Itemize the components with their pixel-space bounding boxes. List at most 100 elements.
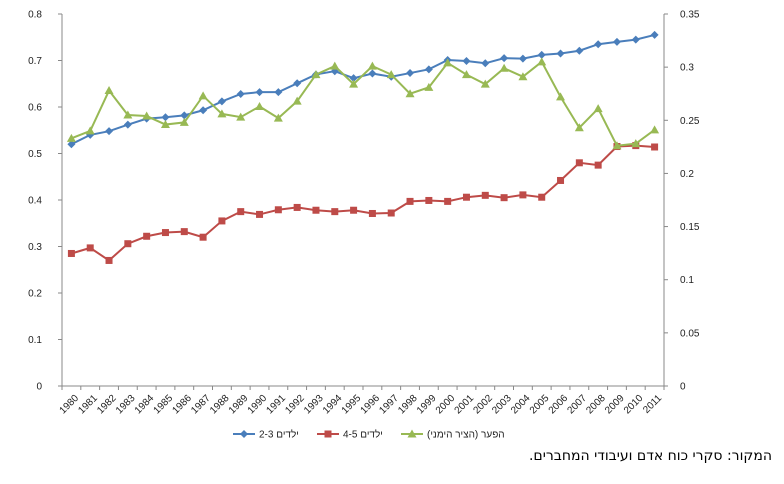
data-point [367, 61, 377, 70]
x-tick-label: 2008 [584, 393, 608, 417]
data-point [500, 54, 509, 63]
data-point [575, 46, 584, 55]
right-tick-label: 0.35 [680, 10, 700, 21]
x-tick-label: 1991 [264, 393, 288, 417]
data-point [161, 229, 169, 237]
left-tick-label: 0.5 [28, 149, 42, 160]
data-point [143, 232, 151, 240]
data-point [518, 72, 528, 81]
data-point [255, 88, 264, 97]
data-point [104, 86, 114, 95]
x-tick-label: 1997 [377, 393, 401, 417]
x-tick-label: 1981 [76, 393, 100, 417]
data-point [537, 50, 546, 59]
data-point [142, 111, 152, 120]
data-point [443, 58, 453, 67]
data-point [179, 117, 189, 126]
data-point [331, 208, 339, 216]
data-point [236, 112, 246, 121]
data-point [349, 79, 359, 88]
series-line [71, 144, 655, 262]
data-point [499, 63, 509, 72]
data-point [538, 193, 546, 201]
series-1 [67, 30, 659, 149]
data-point [124, 240, 132, 248]
x-tick-label: 2005 [528, 393, 552, 417]
data-point [407, 429, 417, 438]
data-point [500, 194, 508, 202]
x-tick-label: 2003 [490, 393, 514, 417]
data-point [160, 120, 170, 129]
data-point [67, 140, 76, 149]
data-point [218, 217, 226, 225]
data-point [274, 88, 283, 97]
data-point [311, 70, 321, 79]
data-point [406, 69, 415, 78]
data-point [324, 430, 332, 438]
data-point [612, 141, 622, 150]
data-point [481, 191, 489, 199]
data-point [612, 37, 621, 46]
data-point [650, 125, 660, 134]
data-point [387, 209, 395, 217]
x-tick-label: 1996 [359, 393, 383, 417]
legend-item: 2-3 ילדים [233, 429, 299, 440]
legend-item: 4-5 ילדים [317, 429, 383, 441]
right-tick-label: 0.15 [680, 222, 700, 233]
data-point [180, 111, 189, 120]
x-tick-label: 2007 [565, 393, 589, 417]
data-point [368, 209, 376, 217]
data-point [293, 203, 301, 211]
left-tick-label: 0 [36, 382, 42, 393]
x-tick-label: 1993 [302, 393, 326, 417]
data-point [631, 139, 641, 148]
x-tick-label: 1994 [321, 393, 345, 417]
x-tick-label: 1980 [58, 393, 82, 417]
data-point [574, 123, 584, 132]
data-point [236, 89, 245, 98]
x-tick-label: 1983 [114, 393, 138, 417]
data-point [123, 110, 133, 119]
data-point [86, 244, 94, 252]
left-tick-label: 0.1 [28, 335, 42, 346]
data-point [406, 197, 414, 205]
x-tick-label: 2009 [603, 393, 627, 417]
data-point [462, 193, 470, 201]
plot-frame [61, 14, 665, 387]
left-tick-label: 0.6 [28, 103, 42, 114]
series-3 [66, 57, 660, 150]
x-tick-label: 2001 [453, 393, 477, 417]
data-point [405, 89, 415, 98]
x-tick-label: 2000 [434, 393, 458, 417]
data-point [123, 120, 132, 129]
left-tick-label: 0.8 [28, 10, 42, 21]
left-tick-label: 0.3 [28, 242, 42, 253]
x-tick-label: 1985 [152, 393, 176, 417]
data-point [105, 256, 113, 264]
data-point [631, 35, 640, 44]
data-point [256, 210, 264, 218]
data-point [462, 56, 471, 65]
data-point [105, 127, 114, 136]
data-point [650, 30, 659, 39]
right-tick-label: 0.1 [680, 275, 694, 286]
x-tick-label: 2006 [547, 393, 571, 417]
data-point [330, 61, 340, 70]
data-point [368, 69, 377, 78]
data-point [386, 70, 396, 79]
data-point [273, 113, 283, 122]
left-axis-ticks: 0 0.1 0.2 0.3 0.4 0.5 0.6 0.7 0.8 [28, 10, 62, 393]
right-tick-label: 0 [680, 382, 686, 393]
data-point [481, 59, 490, 68]
data-point [593, 104, 603, 113]
source-note: המקור: סקרי כוח אדם ועיבודי המחברים. [528, 448, 772, 464]
x-axis-ticks: 1980198119821983198419851986198719881989… [58, 386, 665, 416]
x-tick-label: 1992 [283, 393, 307, 417]
data-point [85, 126, 95, 135]
x-tick-label: 2011 [641, 393, 664, 416]
x-tick-label: 1989 [227, 393, 251, 417]
legend-label: הפער (הציר הימני) [427, 430, 505, 441]
data-point [292, 96, 302, 105]
legend-label: 4-5 ילדים [343, 429, 383, 441]
data-point [217, 97, 226, 106]
